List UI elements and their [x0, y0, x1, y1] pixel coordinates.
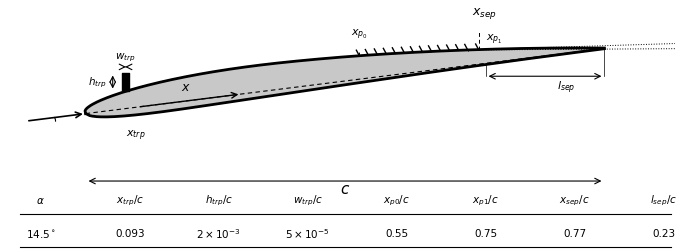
Text: $x_{p1}/c$: $x_{p1}/c$	[472, 193, 500, 207]
Text: $14.5^\circ$: $14.5^\circ$	[26, 227, 56, 239]
Text: 0.75: 0.75	[474, 228, 498, 238]
Text: $l_{sep}/c$: $l_{sep}/c$	[650, 193, 677, 207]
Text: $x_{sep}/c$: $x_{sep}/c$	[560, 193, 590, 207]
Text: $c$: $c$	[340, 181, 350, 196]
Polygon shape	[85, 49, 605, 117]
Text: $h_{trp}/c$: $h_{trp}/c$	[205, 193, 233, 207]
Text: $x_{p_1}$: $x_{p_1}$	[486, 32, 503, 47]
Text: $x$: $x$	[181, 81, 191, 94]
Text: $\alpha$: $\alpha$	[37, 195, 45, 205]
Text: 0.093: 0.093	[115, 228, 144, 238]
Text: 0.23: 0.23	[652, 228, 675, 238]
Text: $x_{p_0}$: $x_{p_0}$	[351, 27, 368, 42]
Text: $w_{trp}$: $w_{trp}$	[115, 51, 136, 64]
Text: $5 \times 10^{-5}$: $5 \times 10^{-5}$	[285, 226, 330, 240]
Text: $l_{sep}$: $l_{sep}$	[557, 79, 576, 95]
Text: $x_{trp}/c$: $x_{trp}/c$	[115, 193, 144, 207]
Text: $x_{p0}/c$: $x_{p0}/c$	[384, 193, 410, 207]
Text: $w_{trp}/c$: $w_{trp}/c$	[292, 193, 323, 207]
Text: $x_{trp}$: $x_{trp}$	[126, 128, 145, 142]
Text: $x_{sep}$: $x_{sep}$	[471, 6, 496, 21]
Text: 0.55: 0.55	[385, 228, 408, 238]
Text: $h_{trp}$: $h_{trp}$	[88, 76, 106, 90]
Text: $2 \times 10^{-3}$: $2 \times 10^{-3}$	[196, 226, 241, 240]
Text: 0.77: 0.77	[563, 228, 587, 238]
